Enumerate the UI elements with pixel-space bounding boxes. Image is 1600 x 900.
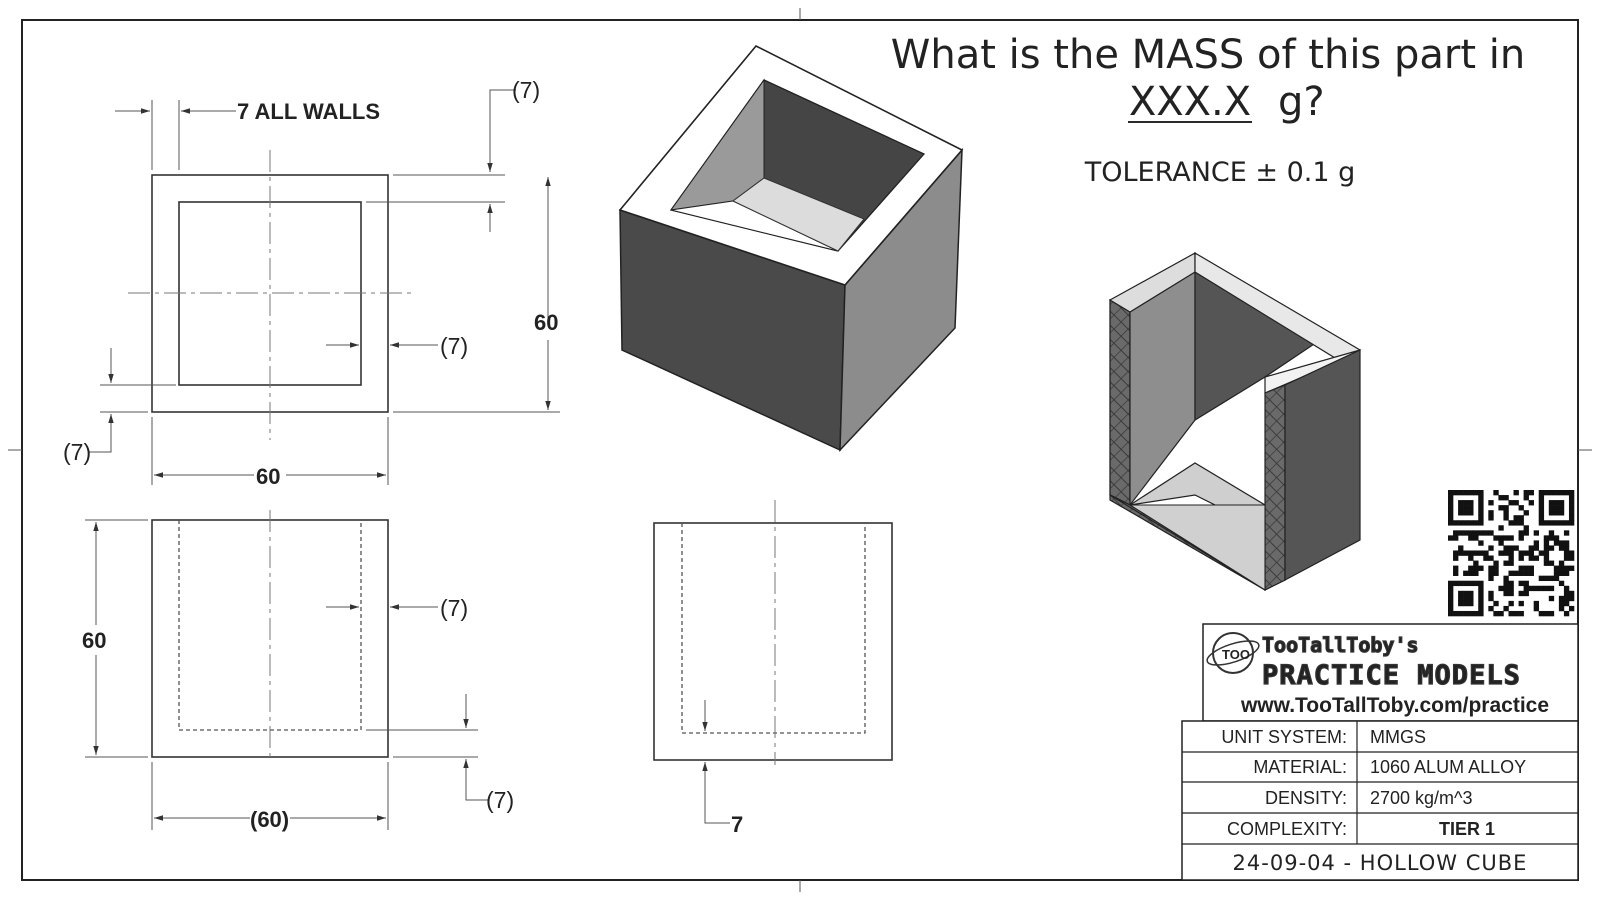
top-view — [128, 150, 413, 440]
top-view-wall-ref-right: (7) — [326, 333, 468, 359]
brand-product: PRACTICE MODELS — [1262, 660, 1521, 691]
tolerance-label: TOLERANCE ± 0.1 g — [1084, 157, 1356, 188]
front-view-floor-ref: (7) — [366, 694, 514, 813]
question-block: What is the MASS of this part in XXX.X g… — [891, 32, 1525, 188]
brand-name: TooTallToby's — [1262, 633, 1419, 657]
complexity-value: TIER 1 — [1439, 819, 1495, 839]
ref-dim-right: (7) — [440, 333, 468, 359]
isometric-view — [618, 44, 964, 452]
density-label: DENSITY: — [1265, 788, 1347, 808]
front-view-height-dimension: 60 — [82, 519, 148, 758]
top-view-wall-ref-bottom: (7) — [63, 348, 176, 465]
answer-format: XXX.X — [1129, 79, 1251, 125]
qr-code — [1448, 490, 1575, 617]
front-view-width-dimension: (60) — [151, 762, 389, 832]
unit-system-label: UNIT SYSTEM: — [1221, 727, 1347, 747]
front-view — [151, 510, 389, 760]
top-width-label: 60 — [256, 464, 280, 489]
unit-suffix: g? — [1278, 79, 1325, 125]
top-view-wall-ref-top: (7) — [366, 77, 540, 232]
unit-system-value: MMGS — [1370, 727, 1426, 747]
top-view-height-dimension: 60 — [393, 177, 560, 413]
material-label: MATERIAL: — [1253, 757, 1347, 777]
ref-dim-top: (7) — [512, 77, 540, 103]
drawing-name: 24-09-04 - HOLLOW CUBE — [1233, 851, 1528, 875]
front-view-wall-ref-right: (7) — [326, 595, 468, 621]
complexity-label: COMPLEXITY: — [1227, 819, 1347, 839]
side-view: 7 — [653, 500, 893, 837]
front-width-label: (60) — [250, 807, 289, 832]
side-floor-label: 7 — [731, 812, 743, 837]
ref-dim-bottom-left: (7) — [63, 439, 91, 465]
top-height-label: 60 — [534, 310, 558, 335]
front-height-label: 60 — [82, 628, 106, 653]
wall-thickness-dimension: 7 ALL WALLS — [115, 99, 380, 170]
front-ref-dim-right: (7) — [440, 595, 468, 621]
title-block: TOO TooTallToby's PRACTICE MODELS www.To… — [1181, 623, 1579, 881]
material-value: 1060 ALUM ALLOY — [1370, 757, 1526, 777]
section-view — [1108, 251, 1362, 591]
wall-note-label: 7 ALL WALLS — [237, 99, 380, 124]
website-url: www.TooTallToby.com/practice — [1240, 694, 1549, 717]
brand-logo-icon: TOO — [1206, 632, 1260, 674]
density-value: 2700 kg/m^3 — [1370, 788, 1473, 808]
top-view-width-dimension: 60 — [151, 417, 389, 489]
front-ref-dim-bottom: (7) — [486, 787, 514, 813]
question-line1: What is the MASS of this part in — [891, 32, 1525, 78]
svg-text:TOO: TOO — [1222, 647, 1250, 662]
